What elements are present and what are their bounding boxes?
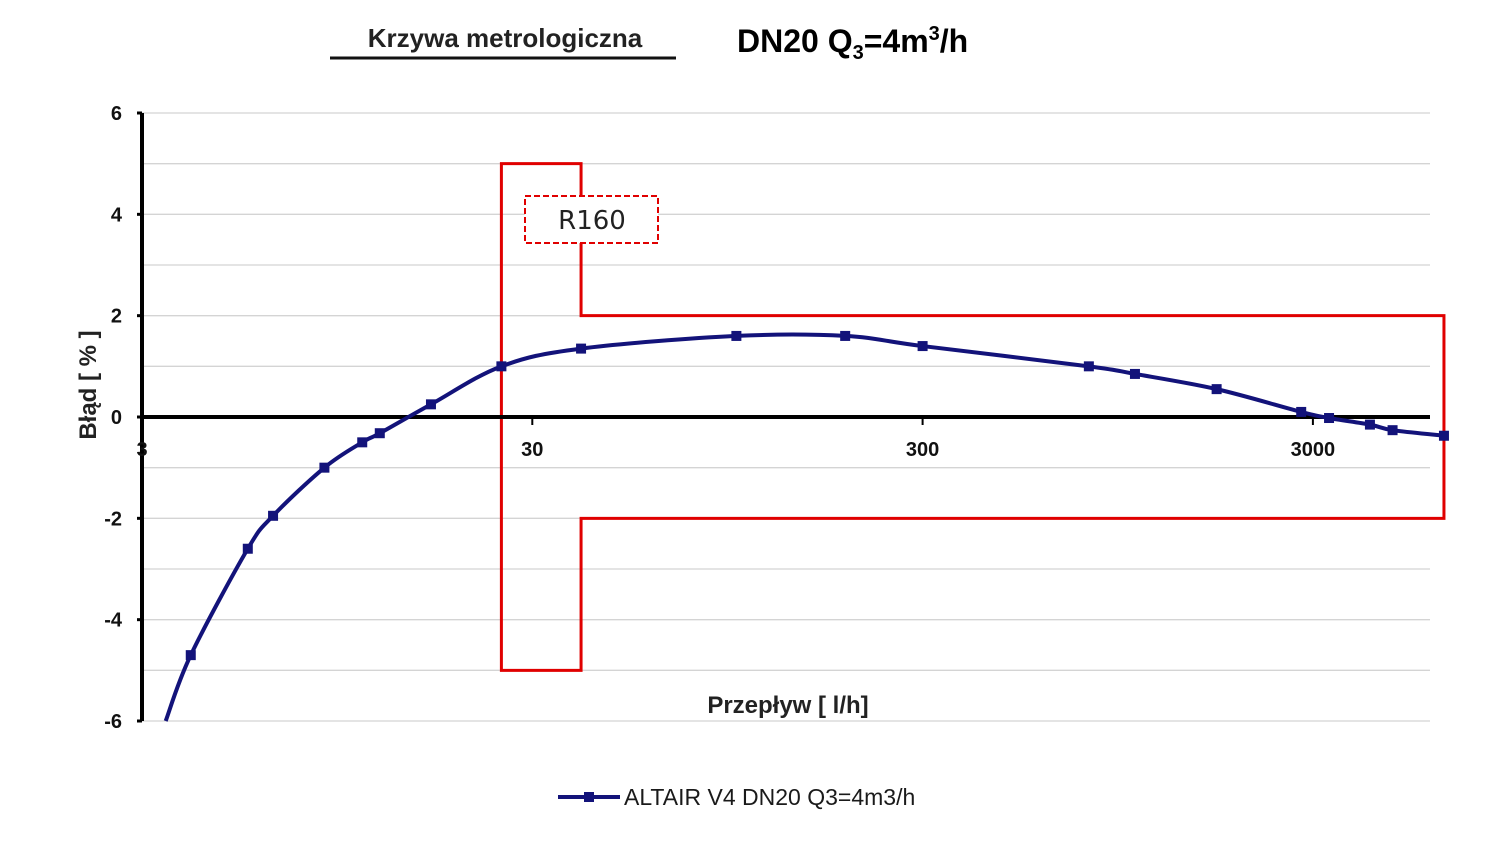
- data-point: [1129, 368, 1140, 379]
- legend-marker: [584, 792, 594, 802]
- chart-title: Krzywa metrologiczna: [368, 23, 643, 53]
- series-line: [163, 332, 1445, 722]
- range-label-box: [524, 195, 659, 244]
- data-point: [1387, 425, 1398, 436]
- series-markers: [185, 330, 1449, 661]
- data-point: [185, 650, 196, 661]
- data-point: [374, 428, 385, 439]
- data-point: [425, 399, 436, 410]
- error-limit-envelope: R160: [499, 162, 1446, 672]
- y-tick-label: 4: [111, 204, 123, 226]
- data-point: [1364, 419, 1375, 430]
- range-label: R160: [558, 206, 626, 236]
- data-point: [268, 510, 279, 521]
- data-point: [1083, 361, 1094, 372]
- y-tick-label: 2: [111, 306, 122, 328]
- y-tick-label: -2: [104, 508, 122, 530]
- y-axis-title: Błąd [ % ]: [75, 330, 102, 439]
- series-curve: [163, 332, 1445, 722]
- chart-subtitle: DN20 Q3=4m3/h: [737, 23, 968, 64]
- y-tick-label: 6: [111, 103, 122, 125]
- y-tick-label: -6: [104, 711, 122, 733]
- data-point: [840, 330, 851, 341]
- data-point: [576, 343, 587, 354]
- data-point: [319, 462, 330, 473]
- data-point: [242, 543, 253, 554]
- x-tick-label: 3: [136, 439, 147, 461]
- data-point: [1211, 384, 1222, 395]
- data-point: [731, 330, 742, 341]
- x-axis-title: Przepływ [ l/h]: [707, 692, 868, 719]
- x-tick-label: 3000: [1291, 439, 1336, 461]
- y-tick-label: -4: [104, 610, 123, 632]
- data-point: [1296, 406, 1307, 417]
- data-point: [1438, 430, 1449, 441]
- data-point: [357, 437, 368, 448]
- data-point: [496, 361, 507, 372]
- tick-labels: 6 4 2 0 -2 -4 -6 3 30 300 3000: [104, 103, 1335, 733]
- axes: [137, 111, 1430, 723]
- y-tick-label: 0: [111, 407, 122, 429]
- x-tick-label: 30: [521, 439, 543, 461]
- legend: ALTAIR V4 DN20 Q3=4m3/h: [558, 784, 915, 810]
- x-tick-label: 300: [906, 439, 939, 461]
- data-point: [1324, 413, 1335, 424]
- legend-label: ALTAIR V4 DN20 Q3=4m3/h: [624, 784, 915, 810]
- data-point: [917, 341, 928, 352]
